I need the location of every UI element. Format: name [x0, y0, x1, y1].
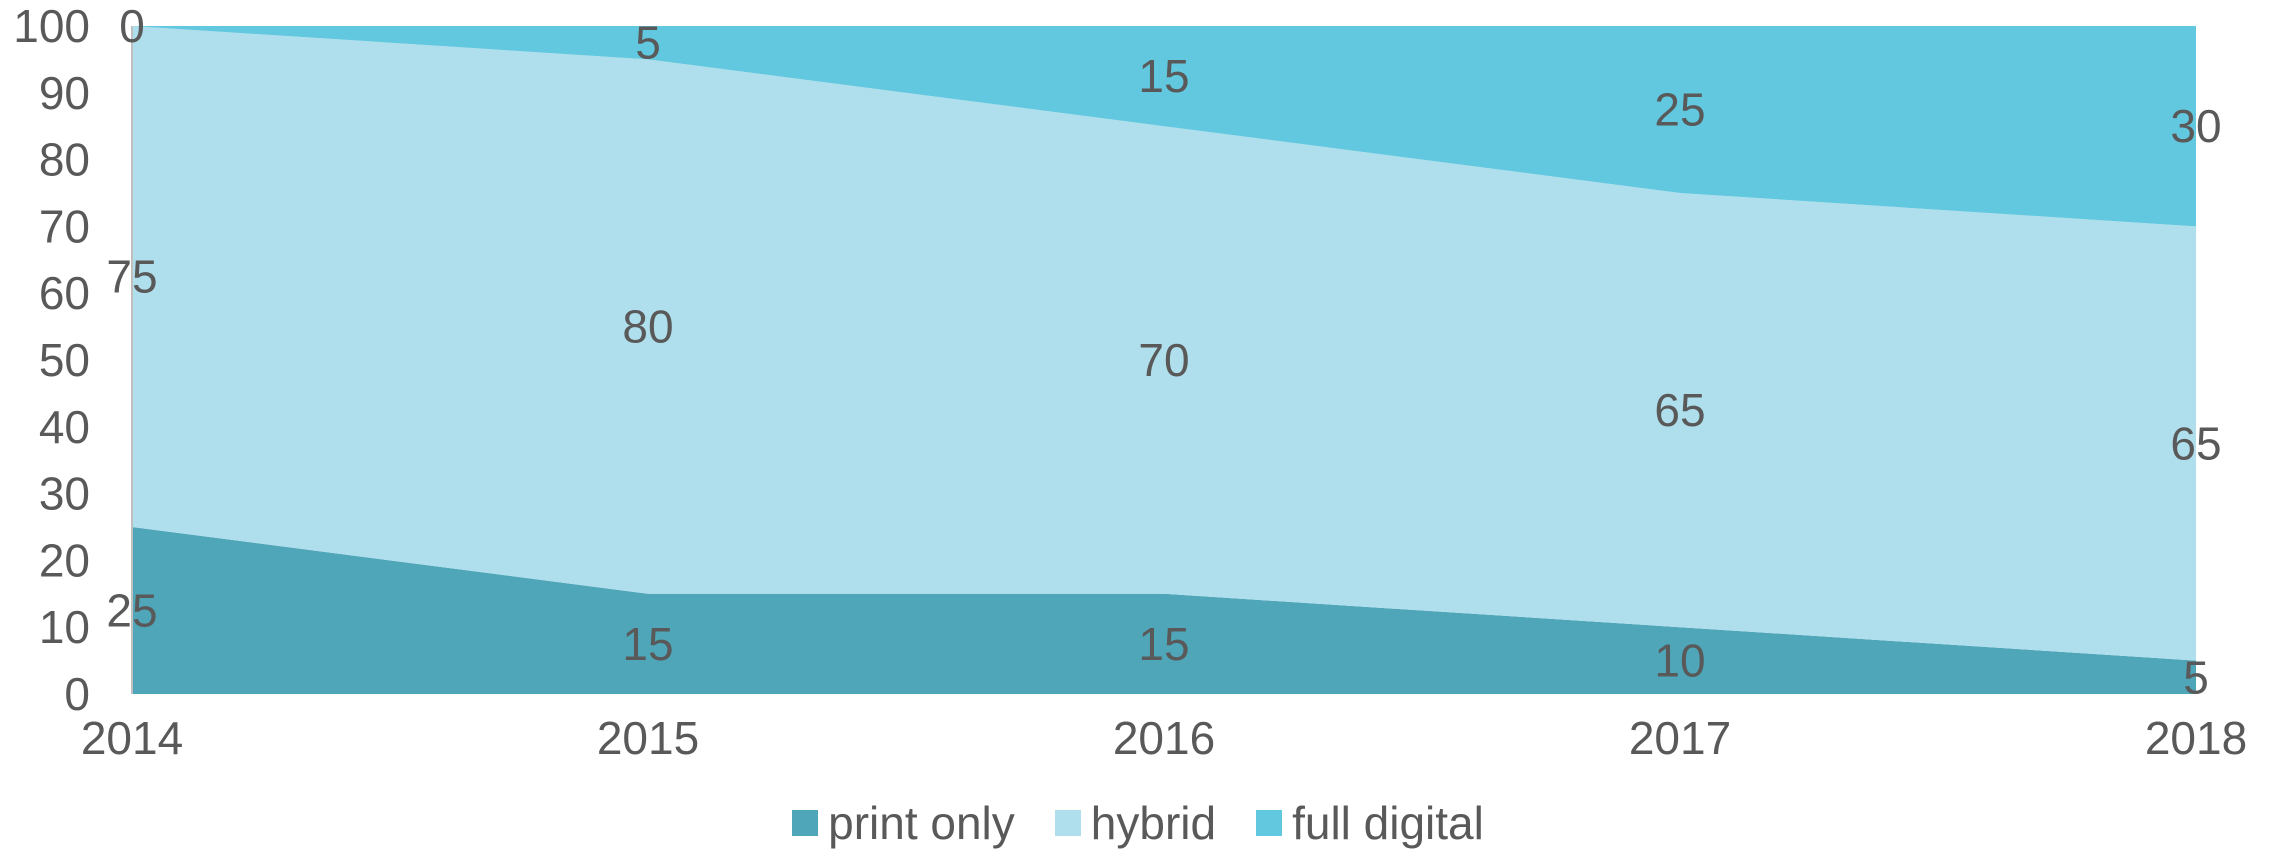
- data-label-hybrid: 80: [622, 301, 673, 353]
- data-label-full-digital: 15: [1138, 50, 1189, 102]
- legend-item-hybrid: hybrid: [1054, 797, 1217, 849]
- legend-item-print-only: print only: [792, 800, 1015, 846]
- data-label-hybrid: 65: [1654, 384, 1705, 436]
- data-label-full-digital: 5: [635, 17, 661, 69]
- y-tick-label: 100: [13, 0, 90, 52]
- y-tick-label: 90: [39, 67, 90, 119]
- x-tick-label: 2016: [1113, 712, 1215, 764]
- data-label-hybrid: 70: [1138, 334, 1189, 386]
- data-label-full-digital: 25: [1654, 84, 1705, 136]
- x-tick-label: 2017: [1629, 712, 1731, 764]
- area-hybrid: [132, 26, 2196, 661]
- area-series-group: [132, 26, 2196, 694]
- data-label-full-digital: 0: [119, 0, 145, 52]
- y-axis-ticks: 0 10 20 30 40 50 60 70 80 90 100: [13, 0, 90, 720]
- legend-swatch: [1054, 810, 1081, 836]
- y-tick-label: 40: [39, 401, 90, 453]
- y-tick-label: 80: [39, 134, 90, 186]
- data-label-full-digital: 30: [2170, 100, 2221, 152]
- x-tick-label: 2014: [81, 712, 183, 764]
- legend-item-full-digital: full digital: [1256, 800, 1484, 846]
- legend-label: hybrid: [1090, 797, 1217, 849]
- y-tick-label: 60: [39, 267, 90, 319]
- x-axis-ticks: 2014 2015 2016 2017 2018: [81, 712, 2247, 764]
- y-tick-label: 30: [39, 468, 90, 520]
- area-full-digital: [132, 26, 2196, 227]
- data-label-hybrid: 65: [2170, 418, 2221, 470]
- data-label-hybrid: 75: [106, 251, 157, 303]
- data-labels-group: 25 15 15 10 5 75 80 70 65 65 0 5 15 25 30: [106, 0, 2221, 703]
- data-label-print-only: 5: [2183, 651, 2209, 703]
- y-tick-label: 20: [39, 534, 90, 586]
- y-tick-label: 50: [39, 334, 90, 386]
- data-label-print-only: 10: [1654, 635, 1705, 687]
- legend-label: full digital: [1292, 797, 1484, 849]
- data-label-print-only: 15: [622, 618, 673, 670]
- y-tick-label: 10: [39, 601, 90, 653]
- legend-swatch: [1256, 810, 1283, 836]
- legend-label: print only: [828, 797, 1015, 849]
- x-tick-label: 2015: [597, 712, 699, 764]
- data-label-print-only: 25: [106, 585, 157, 637]
- x-tick-label: 2018: [2145, 712, 2247, 764]
- data-label-print-only: 15: [1138, 618, 1189, 670]
- area-print-only: [132, 527, 2196, 694]
- y-tick-label: 0: [64, 668, 90, 720]
- legend-swatch: [792, 810, 819, 836]
- y-tick-label: 70: [39, 200, 90, 252]
- chart-legend: print only hybrid full digital: [0, 800, 2276, 846]
